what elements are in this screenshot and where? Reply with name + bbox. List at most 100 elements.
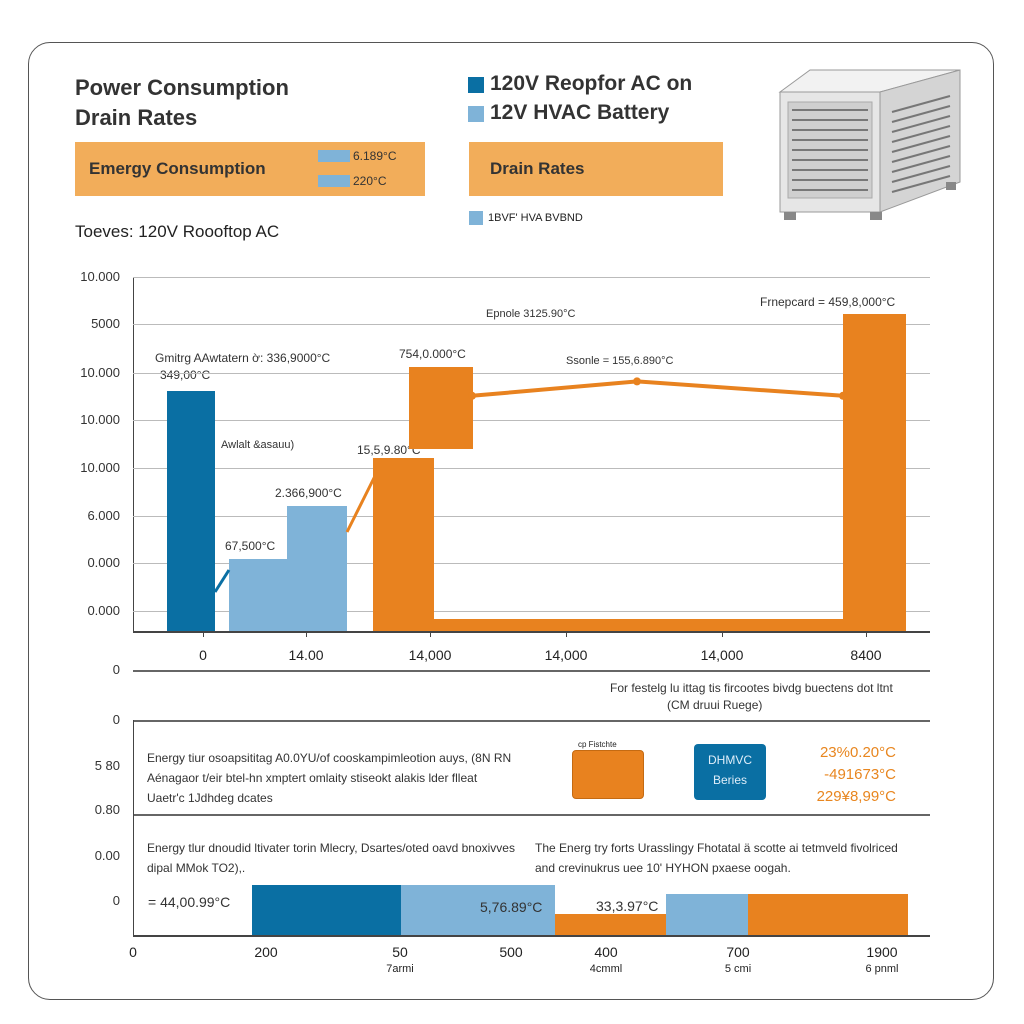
annotation: 67,500°C (225, 539, 276, 553)
x-tick (566, 631, 567, 637)
annotation: Frnepcard = 459,8,000°C (760, 295, 896, 309)
battery-icon (572, 750, 644, 799)
drain-rates-box (469, 142, 723, 196)
y-tick-label: 0.000 (87, 603, 120, 618)
energy-consumption-label: Emergy Consumption (89, 159, 266, 178)
divider (133, 670, 930, 672)
value-2: -491673°C (824, 766, 896, 783)
y-tick-label: 10.000 (80, 460, 120, 475)
grid-line (133, 277, 930, 278)
line-point (839, 391, 847, 400)
energy-consumption-box (75, 142, 425, 196)
annotation: 33,3.97°C (596, 898, 659, 914)
drain-legend-label: 1BVF' HVA BVBND (488, 212, 583, 224)
y-tick-label: 10.000 (80, 269, 120, 284)
grid-line (133, 420, 930, 421)
bar (409, 367, 473, 449)
air-conditioner-icon (778, 69, 961, 220)
energy-item-1: 6.189°C (353, 149, 397, 163)
x-tick-label: 50 (392, 944, 408, 960)
value-3: 229¥8,99°C (816, 788, 896, 805)
bar (434, 619, 843, 631)
x-tick-label: 14,000 (408, 647, 452, 663)
x-tick (430, 631, 431, 637)
info-paragraph-1: Energy tiur osoapsititag A0.0YU/of coosk… (147, 751, 512, 805)
x-tick (722, 631, 723, 637)
drain-rates-label: Drain Rates (490, 159, 585, 178)
bar (843, 314, 906, 631)
annotation: Gmitrg AAwtatern ờ: 336,9000°C (155, 351, 331, 365)
bar-segment (748, 894, 908, 935)
x-sub-label: 4cmml (589, 963, 623, 975)
line-point (633, 377, 641, 386)
x-tick-label: 14,000 (700, 647, 744, 663)
bar (167, 391, 215, 631)
y-tick-label: 6.000 (87, 508, 120, 523)
annotation: Epnole 3125.90°C (486, 308, 576, 320)
bar (373, 458, 434, 631)
y-tick-label: 5000 (91, 316, 120, 331)
badge-line1: DHMVC (708, 753, 752, 767)
line-point (468, 391, 476, 400)
x-tick-label: 0 (199, 647, 207, 663)
card-frame (28, 42, 994, 1000)
y-tick-label: 0 (112, 712, 120, 727)
x-tick (203, 631, 204, 637)
annotation: 349,00°C (160, 368, 211, 382)
annotation: 2.366,900°C (275, 486, 342, 500)
energy-swatch-2 (318, 175, 350, 187)
annotation: 5,76.89°C (480, 899, 543, 915)
grid-line (133, 814, 930, 816)
drain-legend-swatch (469, 211, 483, 225)
series-badge: DHMVC Beries (694, 744, 766, 800)
legend-swatch-battery (468, 106, 484, 122)
value-list: 23%0.20°C -491673°C 229¥8,99°C (790, 742, 896, 808)
grid-line (133, 468, 930, 469)
x-tick-label: 400 (594, 944, 618, 960)
info-paragraph-3: The Energ try forts Urasslingy Fhotatal … (535, 841, 898, 875)
legend-label-ac: 120V Reopfor AC on (490, 72, 693, 95)
badge-line2: Beries (712, 773, 747, 787)
bar-segment (401, 885, 555, 935)
annotation: Awlalt &asauu) (221, 439, 295, 451)
y-axis (133, 277, 134, 632)
chart-note-line2: (CM druui Ruege) (667, 698, 763, 712)
bar (287, 506, 347, 631)
x-axis (133, 935, 930, 937)
y-tick-label: 0.80 (94, 802, 120, 817)
value-1: 23%0.20°C (819, 744, 896, 761)
chart-subtitle: Toeves: 120V Roooftop AC (75, 222, 280, 241)
grid-line (133, 720, 930, 722)
x-tick-label: 1900 (866, 944, 898, 960)
x-sub-label: 7armi (386, 963, 414, 975)
grid-line (133, 563, 930, 564)
grid-line (133, 373, 930, 374)
x-tick-label: 14.00 (288, 647, 324, 663)
annotation: 15,5,9.80°C (357, 443, 421, 457)
x-tick (306, 631, 307, 637)
title-line2: Drain Rates (75, 105, 198, 130)
y-tick-label: 0.00 (94, 848, 120, 863)
x-sub-label: 6 pnml (865, 963, 899, 975)
battery-label: cp Fistchte (578, 740, 617, 749)
x-tick-label: 8400 (850, 647, 882, 663)
grid-line (133, 324, 930, 325)
bar-segment (555, 914, 666, 935)
x-tick (866, 631, 867, 637)
info-paragraph-2: Energy tlur dnoudid ltivater torin Mlecr… (147, 841, 515, 875)
chart-note-line1: For festelg lu ittag tis fircootes bivdg… (610, 681, 893, 695)
legend-swatch-ac (468, 77, 484, 93)
arrow-icon (213, 569, 231, 593)
x-tick-label: 500 (499, 944, 523, 960)
x-tick-label: 700 (726, 944, 750, 960)
y-axis (133, 720, 134, 936)
x-tick-label: 200 (254, 944, 278, 960)
y-tick-label: 0.000 (87, 555, 120, 570)
axis-bottom-label: 0 (112, 662, 120, 677)
x-axis (133, 631, 930, 633)
bar (229, 559, 287, 631)
arrow-icon (345, 469, 380, 533)
y-tick-label: 0 (112, 893, 120, 908)
